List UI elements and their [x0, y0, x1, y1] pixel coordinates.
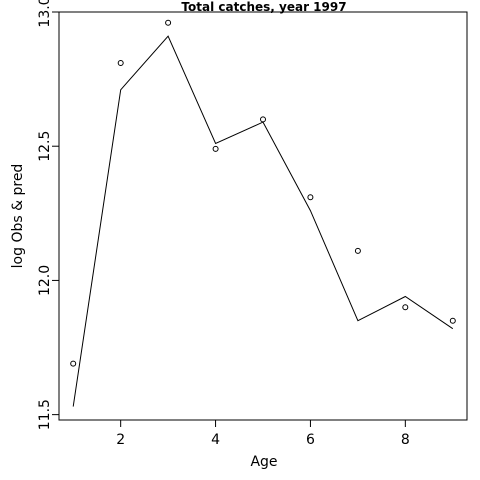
observed-point	[354, 247, 361, 254]
y-tick-label: 12.0	[37, 265, 53, 296]
observed-point	[402, 304, 409, 311]
plot-frame	[58, 11, 468, 421]
observed-point	[449, 317, 456, 324]
observed-point	[260, 116, 266, 123]
x-tick-label: 8	[401, 432, 410, 448]
y-axis-label: log Obs & pred	[10, 164, 26, 269]
x-tick-label: 4	[211, 432, 220, 448]
chart-title: Total catches, year 1997	[181, 0, 346, 14]
predicted-line	[72, 35, 454, 407]
observed-point	[70, 360, 77, 367]
y-tick-label: 11.5	[37, 399, 53, 430]
y-tick-label: 13.0	[37, 0, 53, 28]
observed-point	[117, 60, 124, 66]
y-tick-label: 12.5	[37, 131, 53, 162]
observed-point	[212, 145, 219, 152]
y-axis: 11.5 12.0 12.5 13.0	[37, 0, 60, 430]
x-axis: 2 4 6 8	[116, 419, 410, 448]
x-tick-label: 2	[116, 432, 125, 448]
x-axis-label: Age	[250, 454, 277, 470]
series-layer	[70, 19, 456, 407]
observed-point	[307, 194, 314, 201]
x-tick-label: 6	[306, 432, 315, 448]
observed-point	[165, 19, 172, 26]
